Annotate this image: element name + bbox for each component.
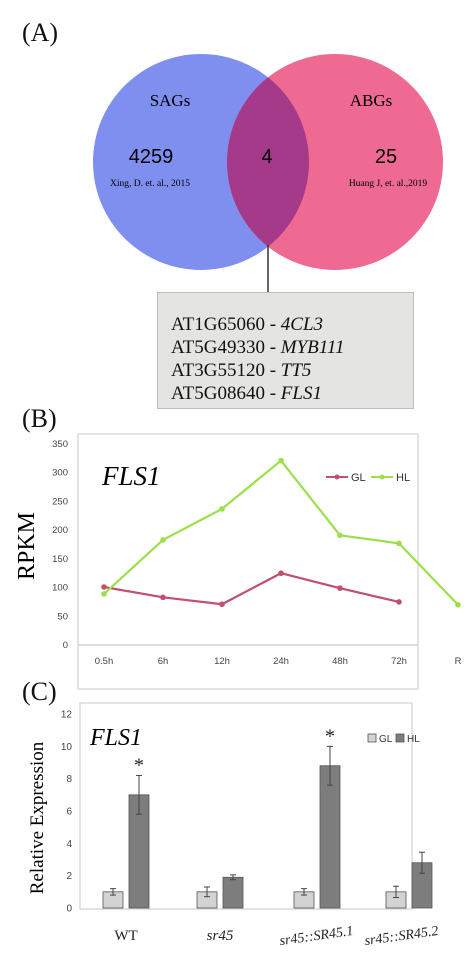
bar-chart-title: FLS1 bbox=[89, 725, 142, 751]
legend-swatch-hl bbox=[395, 733, 405, 743]
bar-chart-relative-expression: FLS1 Relative Expression 0 2 4 6 8 10 12 * * WT… bbox=[27, 702, 440, 949]
panel-label-b: (B) bbox=[22, 404, 57, 433]
overlap-gene-list: AT1G65060 - 4CL3 AT5G49330 - MYB111 AT3G… bbox=[157, 292, 414, 409]
line-chart-y-tick-label: 350 bbox=[52, 439, 68, 450]
venn-right-label: ABGs bbox=[350, 91, 393, 110]
line-point-hl bbox=[101, 591, 107, 597]
line-chart-y-tick-label: 50 bbox=[57, 611, 68, 622]
bar-chart-ylabel: Relative Expression bbox=[27, 741, 48, 894]
line-series-gl bbox=[103, 572, 400, 606]
line-point-hl bbox=[455, 602, 461, 608]
line-point-gl bbox=[278, 570, 284, 577]
line-chart-x-tick-label: 24h bbox=[273, 656, 289, 667]
legend-label-hl: HL bbox=[407, 734, 420, 745]
line-chart-x-tick-label: 72h bbox=[391, 656, 407, 667]
line-point-gl bbox=[160, 594, 166, 601]
bar-chart-x-tick-label: sr45 bbox=[207, 928, 234, 944]
line-chart-x-tick-label: 0.5h bbox=[95, 656, 114, 667]
line-chart-x-tick-label: R bbox=[455, 656, 462, 667]
venn-right-citation: Huang J, et. al.,2019 bbox=[349, 179, 428, 189]
line-point-hl bbox=[337, 532, 343, 539]
legend-label-hl: HL bbox=[396, 472, 410, 484]
line-chart-y-tick-label: 300 bbox=[52, 468, 68, 479]
venn-overlap-count: 4 bbox=[261, 146, 272, 168]
line-point-gl bbox=[219, 601, 225, 608]
venn-right-count: 25 bbox=[375, 146, 397, 168]
bar-chart-y-tick-label: 8 bbox=[66, 774, 72, 785]
panel-label-a: (A) bbox=[22, 18, 59, 47]
line-point-hl bbox=[278, 457, 284, 464]
panel-label-c: (C) bbox=[22, 677, 57, 706]
bar-hl bbox=[222, 876, 244, 909]
venn-left-citation: Xing, D. et. al., 2015 bbox=[110, 179, 190, 189]
bar-chart-x-tick-label: sr45::SR45.1 bbox=[279, 924, 355, 949]
line-chart-x-tick-label: 12h bbox=[214, 656, 230, 667]
bar-chart-x-tick-label: sr45::SR45.2 bbox=[364, 924, 440, 949]
bar-chart-y-tick-label: 2 bbox=[66, 871, 72, 882]
bar-chart-y-tick-label: 12 bbox=[61, 710, 73, 721]
line-chart-y-tick-label: 250 bbox=[52, 496, 68, 507]
bar-chart-y-tick-label: 6 bbox=[66, 807, 72, 818]
significance-marker: * bbox=[134, 754, 144, 776]
gene-list-item: AT5G08640 - FLS1 bbox=[171, 383, 322, 404]
venn-overlap-region bbox=[227, 54, 309, 270]
bar-chart-frame bbox=[79, 702, 413, 910]
venn-left-count: 4259 bbox=[129, 146, 174, 168]
line-chart-x-tick-label: 48h bbox=[332, 656, 348, 667]
line-chart-frame bbox=[77, 433, 419, 690]
significance-marker: * bbox=[325, 725, 335, 747]
line-chart-y-tick-label: 200 bbox=[52, 525, 68, 536]
gene-list-item: AT1G65060 - 4CL3 bbox=[171, 314, 324, 335]
legend-label-gl: GL bbox=[379, 734, 393, 745]
legend-label-gl: GL bbox=[351, 472, 366, 484]
bar-chart-y-tick-label: 0 bbox=[66, 904, 72, 915]
gene-list-item: AT3G55120 - TT5 bbox=[171, 360, 312, 381]
legend-marker-hl bbox=[379, 474, 385, 480]
line-chart-y-tick-label: 100 bbox=[52, 583, 68, 594]
line-chart-title: FLS1 bbox=[101, 461, 161, 491]
line-chart-y-tick-label: 0 bbox=[63, 640, 68, 651]
legend-swatch-gl bbox=[367, 733, 377, 743]
line-point-gl bbox=[337, 585, 343, 591]
bar-chart-y-tick-label: 4 bbox=[66, 839, 72, 850]
line-chart-ylabel: RPKM bbox=[14, 512, 40, 580]
line-point-hl bbox=[219, 506, 225, 512]
line-point-hl bbox=[396, 540, 402, 547]
bar-chart-x-tick-label: WT bbox=[114, 928, 137, 944]
gene-list-item: AT5G49330 - MYB111 bbox=[171, 337, 345, 358]
line-point-hl bbox=[160, 537, 166, 543]
line-chart-y-tick-label: 150 bbox=[52, 554, 68, 565]
line-chart-x-tick-label: 6h bbox=[158, 656, 169, 667]
venn-left-label: SAGs bbox=[150, 91, 191, 110]
line-point-gl bbox=[396, 599, 402, 605]
bar-chart-y-tick-label: 10 bbox=[61, 742, 73, 753]
venn-diagram: SAGs 4259 Xing, D. et. al., 2015 4 ABGs … bbox=[93, 54, 443, 292]
legend-marker-gl bbox=[334, 474, 340, 480]
bar-hl bbox=[319, 765, 341, 909]
line-chart-rpkm: FLS1 RPKM 0 50 100 150 200 250 300 350 0.5h 6h 12… bbox=[14, 433, 462, 690]
line-point-gl bbox=[101, 584, 107, 590]
